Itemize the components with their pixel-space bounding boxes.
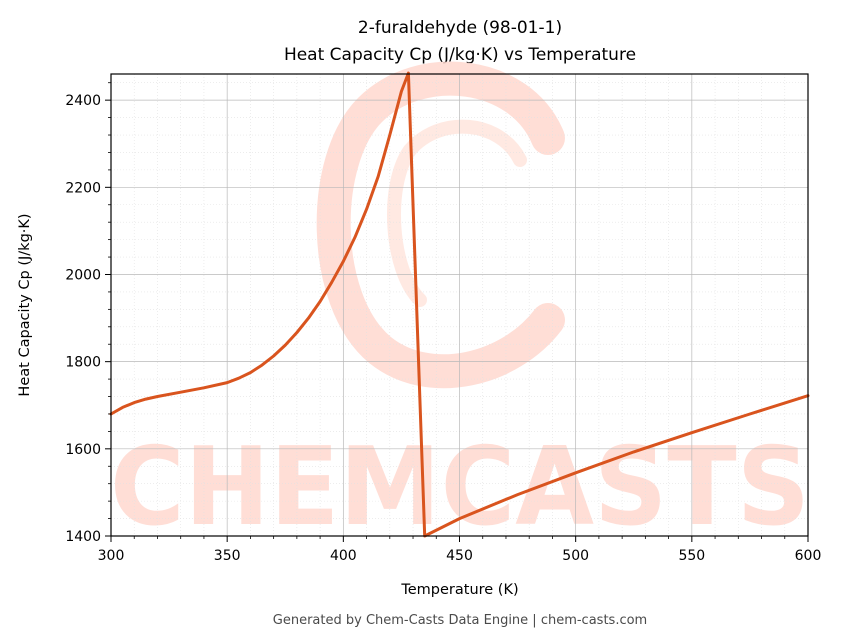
watermark-text: CHEMCASTS xyxy=(110,425,810,550)
x-tick-label: 550 xyxy=(678,548,705,564)
chart-title: 2-furaldehyde (98-01-1) xyxy=(358,18,562,38)
x-tick-label: 500 xyxy=(562,548,589,564)
y-tick-label: 1800 xyxy=(65,355,101,371)
footer-credit: Generated by Chem-Casts Data Engine | ch… xyxy=(273,613,647,628)
x-axis-ticks: 300 350 400 450 500 550 600 xyxy=(98,536,822,564)
x-tick-label: 400 xyxy=(330,548,357,564)
x-axis-label: Temperature (K) xyxy=(400,582,518,598)
watermark: CHEMCASTS xyxy=(110,61,810,550)
x-tick-label: 450 xyxy=(446,548,473,564)
y-axis-ticks: 1400 1600 1800 2000 2200 2400 xyxy=(65,82,111,545)
y-tick-label: 2000 xyxy=(65,267,101,283)
series-layer xyxy=(109,71,810,538)
x-tick-label: 350 xyxy=(214,548,241,564)
y-tick-label: 2200 xyxy=(65,180,101,196)
series-line-cp xyxy=(109,71,810,538)
y-axis-label: Heat Capacity Cp (J/kg·K) xyxy=(17,213,33,396)
x-tick-label: 600 xyxy=(795,548,822,564)
x-tick-label: 300 xyxy=(98,548,125,564)
y-tick-label: 1400 xyxy=(65,529,101,545)
y-tick-label: 2400 xyxy=(65,93,101,109)
y-tick-label: 1600 xyxy=(65,442,101,458)
chart-subtitle: Heat Capacity Cp (J/kg·K) vs Temperature xyxy=(284,45,636,65)
watermark-logo xyxy=(316,61,565,389)
